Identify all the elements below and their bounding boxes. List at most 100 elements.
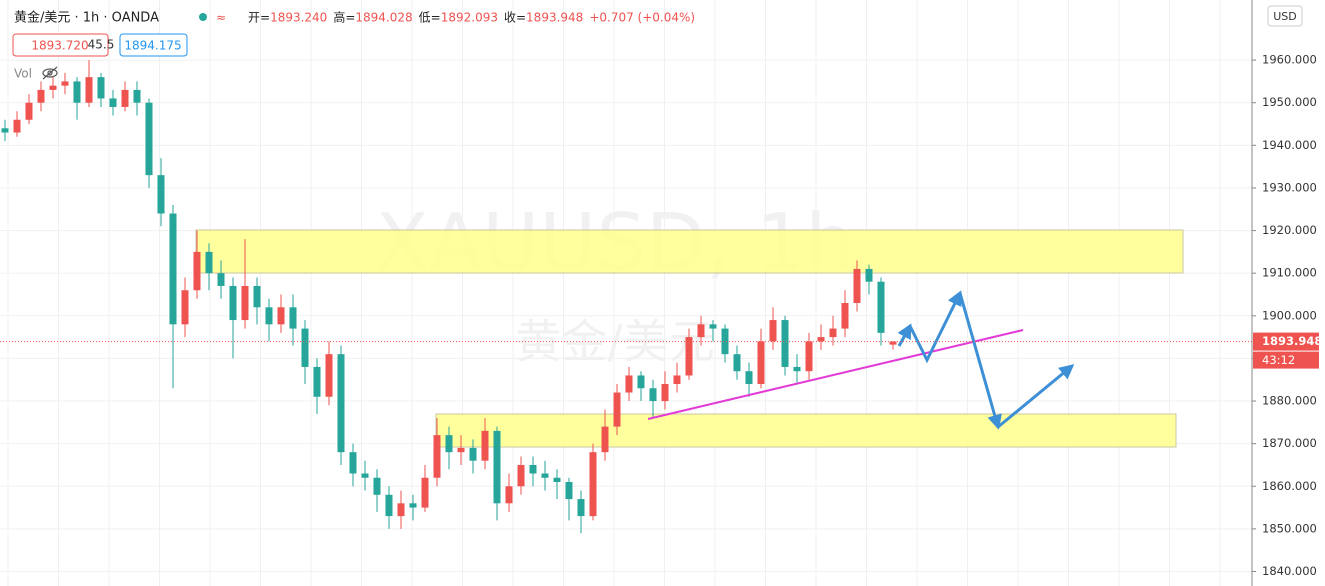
candle-body (385, 494, 393, 517)
candle-body (529, 464, 537, 474)
resistance-zone (195, 229, 1184, 274)
candle-body (301, 328, 309, 367)
candle-body (193, 251, 201, 291)
y-tick-label: 1840.000 (1262, 564, 1317, 578)
ohlc-label: 收= (504, 11, 526, 25)
last-price-box (1253, 332, 1319, 351)
candle-body (601, 426, 609, 453)
y-tick-label: 1960.000 (1262, 53, 1317, 67)
candle-body (157, 175, 165, 214)
candle-body (169, 213, 177, 325)
candle-body (841, 303, 849, 329)
y-tick-label: 1880.000 (1262, 394, 1317, 408)
candle-body (109, 98, 117, 107)
candle-body (673, 375, 681, 384)
candle-body (37, 89, 45, 103)
arrow (897, 323, 912, 347)
candle-body (697, 324, 705, 338)
candle-body (889, 341, 897, 345)
ohlc-value: 1893.948 (526, 11, 583, 25)
candle-body (205, 251, 213, 274)
candle-body (49, 85, 57, 90)
candle-body (13, 119, 21, 133)
candle-body (877, 281, 885, 333)
buy-price[interactable]: 1894.175 (124, 39, 181, 53)
buy-box[interactable] (119, 33, 188, 57)
candle-body (409, 503, 417, 508)
candle-body (661, 383, 669, 402)
candle-body (349, 452, 357, 474)
y-tick-label: 1910.000 (1262, 266, 1317, 280)
ohlc-value: 1892.093 (441, 11, 498, 25)
candle-body (361, 473, 369, 478)
candle-body (865, 268, 873, 282)
countdown-box (1253, 351, 1319, 369)
projection-arrows (897, 290, 1075, 430)
candle-body (613, 392, 621, 427)
candle-body (217, 273, 225, 286)
countdown: 43:12 (1262, 353, 1295, 367)
candle-body (817, 337, 825, 342)
status-icon: ≈ (216, 11, 226, 25)
y-tick-label: 1940.000 (1262, 138, 1317, 152)
candle-body (517, 464, 525, 487)
last-price-label: 1893.948 (1262, 334, 1322, 348)
candle-body (553, 477, 561, 483)
y-tick-label: 1950.000 (1262, 95, 1317, 109)
candle-body (133, 89, 141, 103)
candle-body (853, 268, 861, 304)
candle-body (637, 375, 645, 389)
candle-body (457, 447, 465, 453)
candle-body (85, 77, 93, 103)
candle-body (445, 435, 453, 453)
candle-body (589, 452, 597, 517)
candle-body (277, 307, 285, 325)
candle-body (397, 503, 405, 517)
support-zone (435, 413, 1177, 448)
candle-body (481, 430, 489, 461)
candle-body (493, 430, 501, 504)
candle-body (313, 366, 321, 397)
candle-body (505, 486, 513, 504)
candle-body (61, 81, 69, 86)
arrow (958, 292, 1002, 430)
ohlc-value: 1893.240 (270, 11, 327, 25)
candle-body (421, 477, 429, 508)
candle-body (145, 102, 153, 176)
ohlc: 开= 1893.240 高= 1894.028 低= 1892.093 收= 1893.948… (248, 10, 695, 25)
candle-body (565, 482, 573, 500)
candle-body (289, 307, 297, 329)
candle-body (577, 499, 585, 517)
y-tick-label: 1870.000 (1262, 436, 1317, 450)
candle-body (805, 341, 813, 372)
y-tick-label: 1900.000 (1262, 308, 1317, 322)
candle-body (625, 375, 633, 393)
y-tick-label: 1860.000 (1262, 479, 1317, 493)
ohlc-label: 高= (333, 10, 355, 25)
price-axis: 1840.000 1850.000 1860.000 1870.000 1880.000… (1252, 53, 1317, 578)
candle-body (721, 328, 729, 355)
visibility-icon[interactable] (42, 66, 58, 80)
candle-body (433, 435, 441, 478)
candle-body (265, 307, 273, 325)
y-tick-label: 1850.000 (1262, 521, 1317, 535)
sell-box[interactable] (12, 33, 109, 57)
y-tick-label: 1930.000 (1262, 180, 1317, 194)
currency-badge (1267, 5, 1303, 27)
y-tick-label: 1920.000 (1262, 223, 1317, 237)
candles (1, 60, 897, 534)
candle-body (325, 354, 333, 397)
sell-price[interactable]: 1893.720 (31, 39, 88, 53)
candle-body (793, 366, 801, 372)
candle-body (733, 354, 741, 372)
arrow (908, 290, 962, 364)
ohlc-label: 开= (248, 11, 270, 25)
ohlc-label: 低= (419, 11, 441, 25)
status-dot (199, 13, 207, 21)
currency: USD (1273, 10, 1297, 23)
change: +0.707 (+0.04%) (589, 11, 695, 25)
candle-body (745, 371, 753, 384)
candle-body (541, 473, 549, 478)
